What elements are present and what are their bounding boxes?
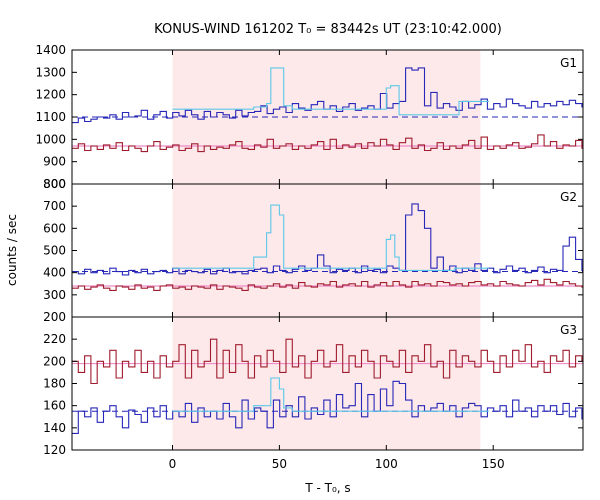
series-group	[72, 67, 583, 153]
chart-title: KONUS-WIND 161202 T₀ = 83442s UT (23:10:…	[154, 22, 502, 37]
plot-area: 80090010001100120013001400G1200300400500…	[35, 43, 584, 471]
y-tick-label: 700	[43, 199, 66, 213]
fit-curve	[172, 204, 489, 271]
panel-label: G1	[560, 56, 577, 70]
y-tick-label: 300	[43, 288, 66, 302]
fit-curve	[172, 67, 489, 116]
y-tick-label: 180	[43, 377, 66, 391]
series-group	[72, 338, 583, 434]
y-tick-label: 140	[43, 421, 66, 435]
panel-g3: 120 140 160 180 200 220 G3	[43, 316, 584, 457]
x-tick-label: 100	[375, 457, 398, 471]
y-tick-label: 120	[43, 443, 66, 457]
x-tick-label: 0	[169, 457, 177, 471]
y-tick-label: 600	[43, 221, 66, 235]
background-curve	[72, 278, 583, 291]
signal-curve	[72, 203, 583, 276]
x-tick-label: 150	[482, 457, 505, 471]
y-tick-label: 200	[43, 310, 66, 324]
y-tick-label: 1100	[35, 110, 66, 124]
y-tick-label: 900	[43, 155, 66, 169]
y-tick-label: 1200	[35, 88, 66, 102]
fit-curve	[172, 377, 489, 412]
y-tick-label: 400	[43, 266, 66, 280]
highlight-interval	[172, 184, 481, 317]
panel-label: G2	[560, 190, 577, 204]
panel-label: G3	[560, 323, 577, 337]
y-tick-label: 200	[43, 354, 66, 368]
highlight-interval	[172, 317, 481, 450]
y-tick-label: 800	[43, 177, 66, 191]
x-axis-label: T - T₀, s	[304, 481, 350, 495]
series-group	[72, 203, 583, 291]
y-tick-label: 220	[43, 332, 66, 346]
background-curve	[72, 134, 583, 153]
panel-g1: 800 900 1000 1100 1200 1300 1400 G1	[35, 43, 584, 191]
x-tick-label: 50	[272, 457, 287, 471]
signal-curve	[72, 380, 583, 434]
panel-g2: 200 300 400 500 600 700 800 G2	[43, 177, 584, 324]
y-tick-label: 1000	[35, 132, 66, 146]
y-tick-label: 1400	[35, 43, 66, 57]
y-axis-label: counts / sec	[5, 214, 19, 286]
y-tick-label: 160	[43, 399, 66, 413]
background-curve	[72, 338, 583, 385]
y-tick-label: 1300	[35, 65, 66, 79]
y-tick-label: 800	[43, 177, 66, 191]
y-tick-label: 500	[43, 244, 66, 258]
